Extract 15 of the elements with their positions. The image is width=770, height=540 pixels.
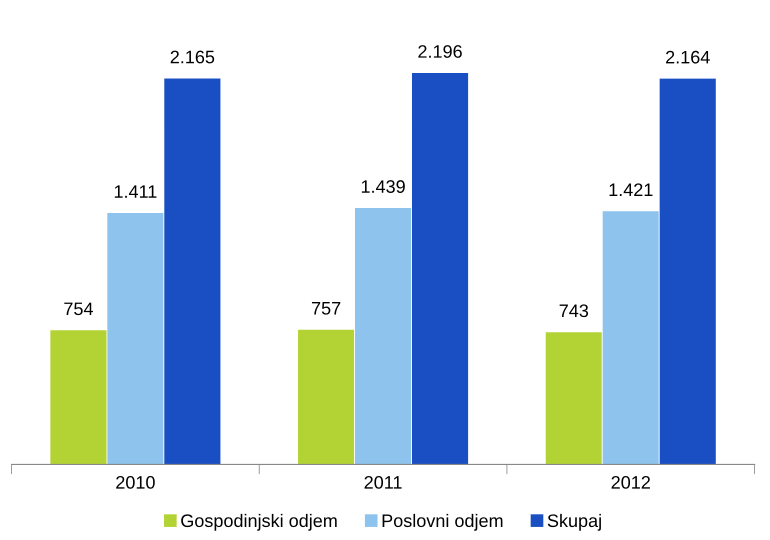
legend-label: Gospodinjski odjem bbox=[181, 514, 337, 531]
data-label: 1.421 bbox=[610, 183, 652, 196]
data-label: 2.165 bbox=[170, 50, 214, 64]
x-tick-label: 2010 bbox=[116, 476, 155, 489]
legend-label: Poslovni odjem bbox=[382, 514, 502, 531]
legend-label: Skupaj bbox=[548, 514, 601, 531]
data-label: 757 bbox=[312, 302, 340, 315]
data-label: 743 bbox=[560, 304, 588, 318]
data-label: 2.164 bbox=[666, 50, 710, 64]
data-label: 1.439 bbox=[362, 180, 405, 193]
data-label: 1.411 bbox=[114, 185, 156, 198]
x-tick-label: 2011 bbox=[364, 476, 402, 489]
data-label: 754 bbox=[64, 302, 93, 316]
data-label: 2.196 bbox=[418, 45, 462, 58]
x-tick-label: 2012 bbox=[612, 476, 650, 489]
